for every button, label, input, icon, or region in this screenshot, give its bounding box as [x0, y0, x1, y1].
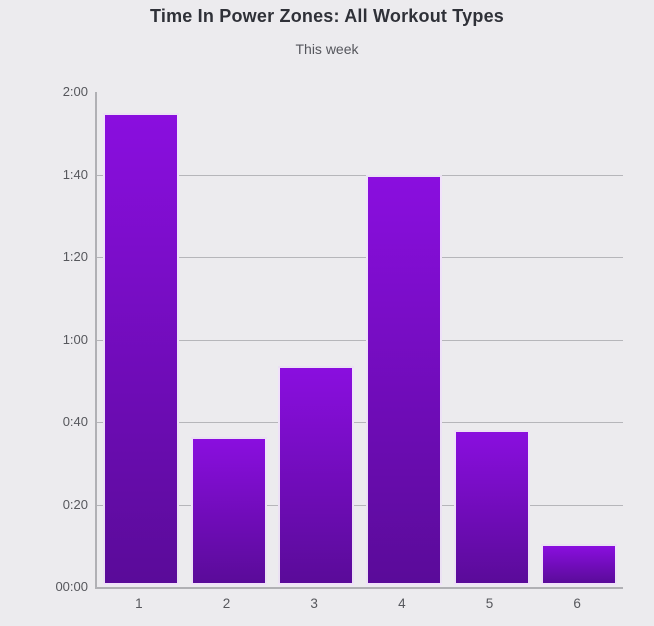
y-tick-label-1-20: 1:20: [62, 249, 88, 264]
y-tick-label-0-20: 0:20: [62, 496, 88, 512]
gridline-1-00: [97, 339, 623, 341]
gridline-0-40: [97, 422, 623, 423]
bar-zone-6[interactable]: [541, 543, 618, 585]
bar-zone-4[interactable]: [365, 174, 442, 585]
y-tick-label-0-40: 0:40: [62, 414, 88, 429]
y-tick-label-00-00: 00:00: [55, 579, 88, 594]
bar-zone-3[interactable]: [278, 366, 355, 585]
bar-zone-5[interactable]: [453, 430, 530, 585]
x-tick-label-3: 3: [310, 596, 318, 611]
bar-zone-1[interactable]: [102, 112, 179, 585]
x-tick-label-4: 4: [398, 596, 406, 611]
plot-area: [95, 92, 623, 589]
x-tick-label-5: 5: [485, 596, 494, 611]
bar-zone-2[interactable]: [190, 436, 267, 585]
x-axis: 1 2 3 4 5 6: [95, 596, 621, 616]
x-tick-label-2: 2: [222, 596, 231, 611]
y-tick-label-2-00: 2:00: [62, 84, 88, 99]
chart-title: Time In Power Zones: All Workout Types: [150, 6, 504, 26]
y-tick-label-1-00: 1:00: [62, 331, 88, 347]
chart-subtitle: This week: [295, 41, 359, 57]
y-axis: 2:00 1:40 1:20 1:00 0:40 0:20 00:00: [20, 84, 88, 594]
gridline-1-40: [97, 174, 623, 176]
y-tick-label-1-40: 1:40: [62, 166, 88, 182]
x-tick-label-1: 1: [135, 596, 143, 611]
x-tick-label-6: 6: [573, 596, 581, 611]
gridline-0-20: [97, 504, 623, 506]
gridline-1-20: [97, 257, 623, 258]
